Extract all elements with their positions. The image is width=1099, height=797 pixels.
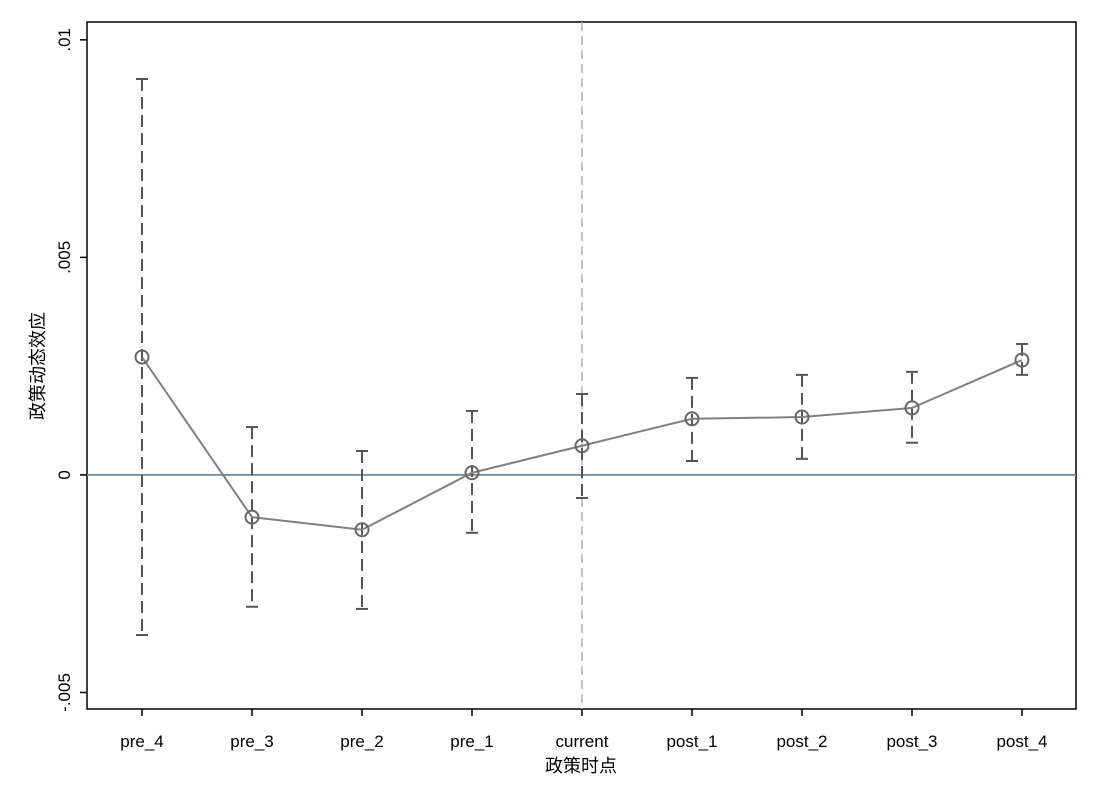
x-tick-label: post_2 <box>776 732 827 751</box>
data-point <box>464 465 480 481</box>
y-tick-label: .01 <box>55 28 74 52</box>
data-point <box>684 411 700 427</box>
data-point <box>134 349 150 365</box>
x-tick-label: post_4 <box>996 732 1047 751</box>
y-tick-label: .005 <box>55 241 74 274</box>
x-tick-label: post_1 <box>666 732 717 751</box>
y-axis-label: 政策动态效应 <box>28 312 48 420</box>
x-tick-label: pre_4 <box>120 732 163 751</box>
x-tick-label: pre_3 <box>230 732 273 751</box>
data-point <box>1014 352 1030 368</box>
data-point <box>574 438 590 454</box>
y-tick-label: 0 <box>55 470 74 479</box>
x-tick-label: pre_1 <box>450 732 493 751</box>
x-tick-label: pre_2 <box>340 732 383 751</box>
series-line <box>141 356 1023 531</box>
y-tick-label: -.005 <box>55 673 74 712</box>
x-axis-label: 政策时点 <box>545 756 617 776</box>
data-point <box>794 409 810 425</box>
data-point <box>354 522 370 538</box>
data-point <box>904 400 920 416</box>
x-tick-label: post_3 <box>886 732 937 751</box>
x-tick-label: current <box>556 732 609 751</box>
data-point <box>244 509 260 525</box>
